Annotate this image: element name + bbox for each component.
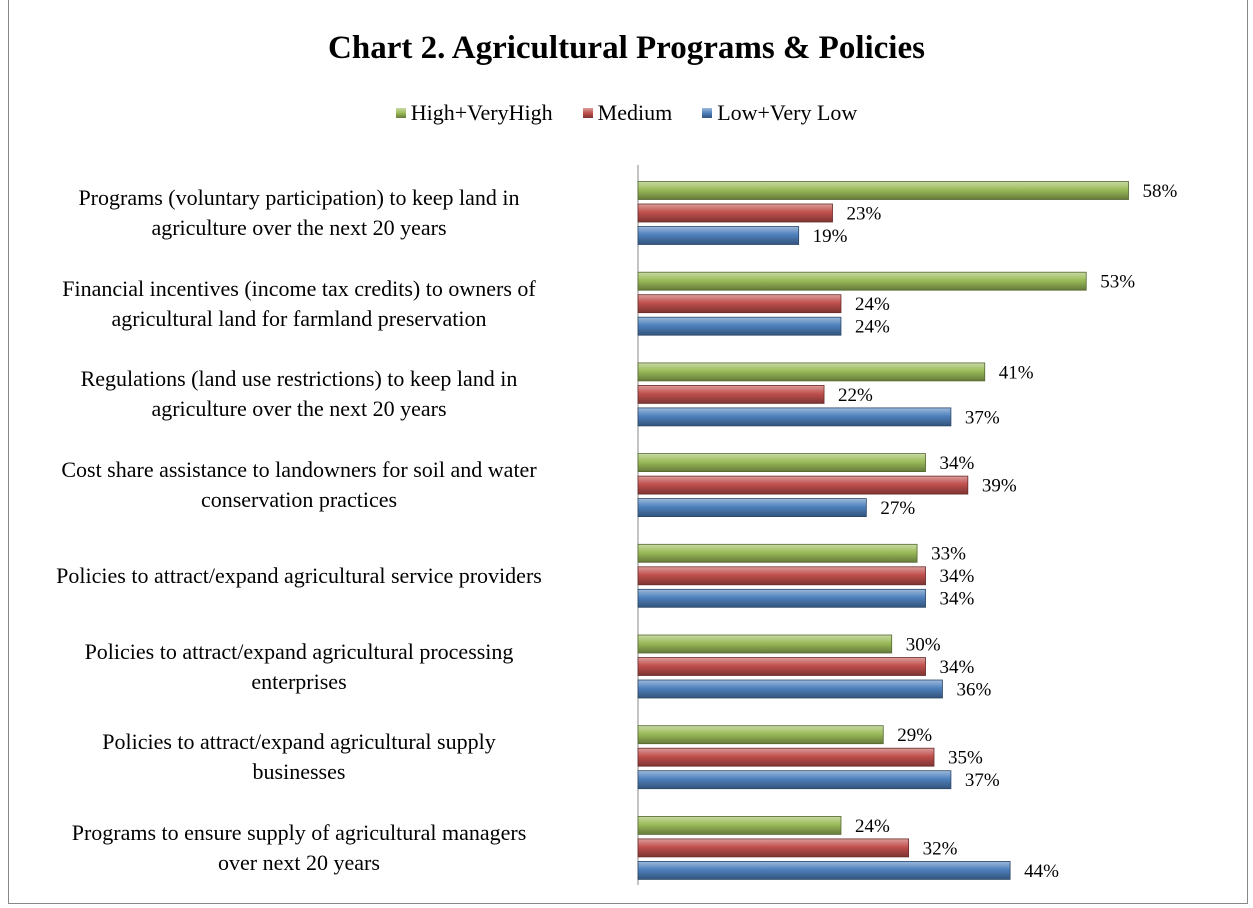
chart-frame (8, 0, 1248, 904)
bar (637, 861, 1011, 880)
data-label: 39% (982, 475, 1017, 496)
legend: High+VeryHigh Medium Low+Very Low (0, 100, 1253, 126)
bar (637, 475, 969, 495)
data-label: 44% (1024, 861, 1059, 882)
category-label: Programs (voluntary participation) to ke… (78, 185, 520, 240)
bar (637, 453, 926, 473)
bar (637, 407, 952, 427)
bar (637, 747, 935, 767)
bar (637, 226, 800, 245)
data-label: 24% (855, 294, 890, 315)
legend-item: Low+Very Low (702, 100, 857, 126)
data-label: 24% (855, 816, 890, 837)
data-label: 23% (847, 203, 882, 224)
data-label: 19% (813, 226, 848, 247)
bar (637, 770, 952, 790)
data-label: 34% (940, 566, 975, 587)
category-label: Cost share assistance to landowners for … (61, 457, 537, 513)
category-label: Programs to ensure supply of agricultura… (71, 819, 527, 875)
data-label: 30% (906, 634, 941, 655)
bar (637, 181, 1129, 200)
legend-item: High+VeryHigh (395, 100, 553, 126)
category-label: Policies to attract/expand agricultural … (84, 638, 514, 694)
data-label: 32% (923, 838, 958, 859)
bar (637, 679, 943, 699)
data-label: 53% (1100, 272, 1135, 293)
data-label: 34% (940, 657, 975, 678)
bar (637, 203, 833, 223)
bar (637, 816, 842, 835)
legend-swatch (582, 108, 593, 118)
legend-swatch (702, 108, 713, 118)
legend-label: High+VeryHigh (410, 100, 553, 125)
legend-label: Medium (597, 100, 673, 125)
category-label: Policies to attract/expand agricultural … (56, 562, 542, 588)
bar (637, 316, 842, 336)
bar (637, 588, 926, 608)
bar (637, 384, 825, 404)
data-label: 37% (965, 407, 1000, 428)
bar (637, 498, 867, 518)
bar (637, 634, 893, 654)
bar (637, 657, 926, 676)
bar (637, 543, 918, 563)
bar (637, 271, 1087, 291)
legend-item: Medium (582, 100, 673, 126)
category-label: Regulations (land use restrictions) to k… (80, 366, 518, 422)
data-label: 34% (940, 589, 975, 610)
data-label: 24% (855, 317, 890, 338)
data-label: 22% (838, 385, 873, 406)
data-label: 34% (940, 453, 975, 474)
bar (637, 362, 986, 382)
data-label: 33% (931, 544, 966, 565)
category-label: Financial incentives (income tax credits… (62, 275, 536, 331)
bar (637, 838, 910, 858)
data-label: 27% (880, 498, 915, 519)
bar (637, 725, 884, 745)
data-label: 29% (897, 725, 932, 746)
chart-title: Chart 2. Agricultural Programs & Policie… (328, 30, 925, 66)
data-label: 36% (956, 679, 991, 700)
bar (637, 294, 842, 314)
data-label: 37% (965, 770, 1000, 791)
data-label: 41% (999, 362, 1034, 383)
legend-label: Low+Very Low (717, 100, 858, 125)
data-label: 35% (948, 748, 983, 769)
bar (637, 566, 926, 586)
data-label: 58% (1143, 181, 1178, 202)
legend-swatch (395, 108, 406, 118)
category-label: Policies to attract/expand agricultural … (102, 729, 496, 785)
